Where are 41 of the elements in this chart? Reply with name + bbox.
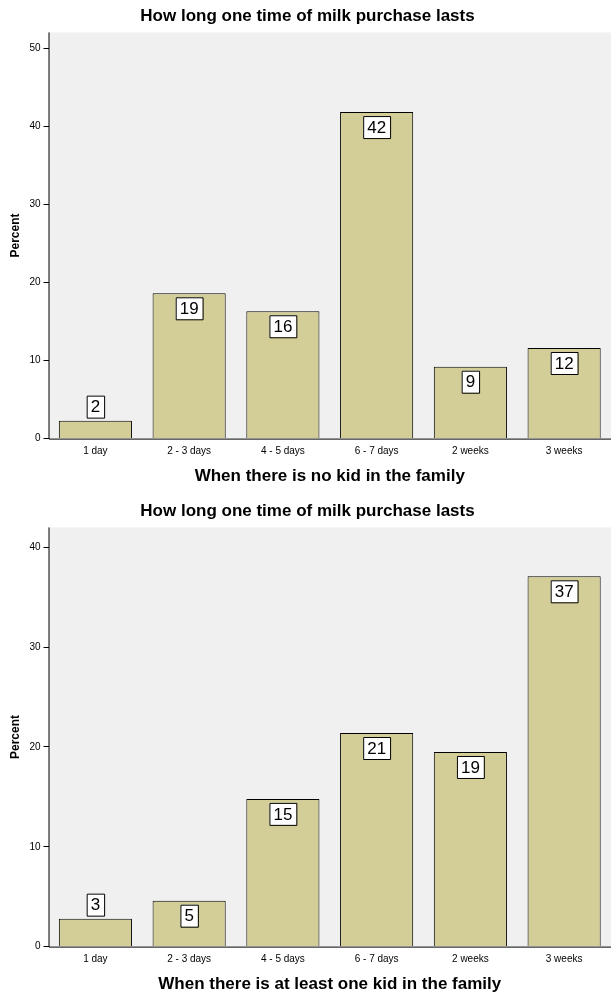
data-label: 42 [367, 117, 387, 137]
x-tick-label: 1 day [83, 953, 108, 965]
data-label: 12 [554, 353, 574, 373]
x-tick-label: 6 - 7 days [354, 445, 399, 457]
chart-title: How long one time of milk purchase lasts [140, 500, 475, 520]
x-tick-label: 2 - 3 days [167, 445, 212, 457]
x-axis-title: When there is at least one kid in the family [158, 974, 502, 994]
x-tick-label: 3 weeks [545, 445, 583, 457]
x-tick-label: 2 weeks [452, 953, 489, 965]
y-tick-label: 20 [29, 276, 41, 288]
x-tick-label: 4 - 5 days [260, 445, 305, 457]
x-tick-label: 6 - 7 days [354, 953, 399, 965]
y-tick-label: 0 [34, 432, 41, 444]
x-tick-label: 4 - 5 days [260, 953, 305, 965]
y-axis-title: Percent [7, 213, 22, 258]
data-label: 3 [90, 895, 101, 915]
data-label: 37 [554, 581, 574, 601]
y-tick-label: 40 [29, 119, 41, 131]
y-tick-label: 30 [29, 198, 41, 209]
y-tick-label: 40 [29, 541, 41, 553]
y-tick-label: 20 [29, 740, 41, 752]
data-label: 2 [90, 397, 101, 417]
y-tick-label: 30 [29, 640, 41, 652]
x-axis-title: When there is no kid in the family [194, 466, 466, 486]
data-label: 21 [367, 738, 387, 758]
data-label: 19 [179, 298, 199, 318]
x-tick-label: 3 weeks [545, 953, 583, 965]
y-tick-label: 10 [29, 354, 41, 366]
x-tick-label: 2 - 3 days [167, 953, 212, 965]
y-tick-label: 10 [29, 840, 41, 852]
chart-title: How long one time of milk purchase lasts [140, 5, 475, 25]
y-tick-label: 50 [29, 41, 41, 53]
data-label: 15 [273, 804, 293, 824]
data-label: 19 [460, 757, 480, 777]
data-label: 16 [273, 316, 293, 336]
y-tick-label: 0 [34, 940, 41, 952]
data-label: 9 [465, 372, 476, 392]
x-tick-label: 2 weeks [452, 445, 489, 457]
x-tick-label: 1 day [83, 445, 108, 457]
y-axis-title: Percent [7, 714, 22, 760]
data-label: 5 [184, 906, 194, 926]
